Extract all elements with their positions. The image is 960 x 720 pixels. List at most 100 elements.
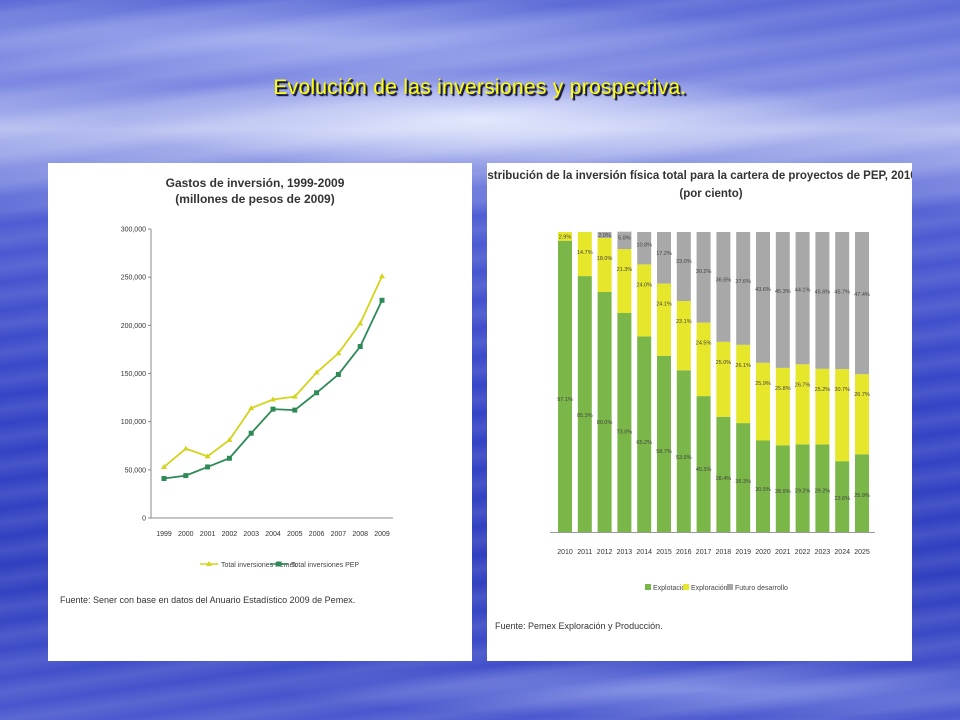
bar-data-label: 25.9% [755, 381, 771, 387]
bar-data-label: 5.8% [618, 236, 631, 242]
legend-pemex-label: Total inversiones Pemex [221, 562, 297, 569]
bar-segment-exploration [795, 364, 810, 445]
bar-segment-exploration [676, 301, 691, 371]
bar-x-tick-label: 2025 [854, 549, 870, 556]
bar-segment-exploitation [775, 445, 790, 532]
bar-segment-exploitation [558, 240, 572, 532]
bar-data-label: 25.9% [854, 493, 870, 499]
bar-data-label: 30.7% [834, 387, 850, 393]
pemex-point [313, 369, 320, 375]
bar-data-label: 30.5% [755, 487, 771, 493]
bar-x-tick-label: 2024 [834, 549, 850, 556]
pemex-point [161, 463, 167, 469]
y-tick-label: 300,000 [121, 227, 146, 234]
bar-data-label: 14.7% [577, 250, 593, 256]
bar-data-label: 47.4% [854, 292, 870, 298]
x-tick-label: 2004 [265, 531, 281, 538]
bar-data-label: 85.3% [577, 413, 593, 419]
bar-segment-future [657, 232, 671, 284]
pemex-point [248, 405, 255, 411]
bar-data-label: 26.1% [735, 363, 751, 369]
bar-segment-exploitation [736, 423, 751, 532]
bar-segment-future [855, 232, 869, 375]
bar-data-label: 97.1% [557, 397, 573, 403]
bar-data-label: 65.2% [636, 440, 652, 446]
bar-segment-exploration [637, 264, 652, 337]
bar-segment-future [597, 232, 612, 238]
bar-segment-exploitation [696, 396, 711, 532]
pep-point [248, 430, 254, 436]
bar-segment-future [736, 232, 751, 345]
y-tick-label: 200,000 [121, 323, 146, 330]
bar-chart-subtitle: (por ciento) [679, 188, 742, 200]
bar-segment-future [617, 231, 632, 250]
x-tick-label: 2005 [287, 531, 303, 538]
pep-point [292, 407, 298, 413]
bar-segment-exploration [597, 238, 612, 292]
bar-data-label: 36.3% [735, 479, 751, 485]
bar-data-label: 73.0% [617, 429, 633, 435]
legend-exploitation-swatch [645, 584, 651, 590]
bar-x-tick-label: 2019 [735, 549, 751, 556]
bar-segment-exploitation [617, 313, 632, 532]
bar-x-tick-label: 2015 [656, 549, 672, 556]
bar-data-label: 80.0% [597, 420, 613, 426]
bar-segment-exploitation [716, 416, 731, 532]
bar-data-label: 10.8% [636, 243, 652, 249]
bar-segment-exploration [617, 249, 632, 313]
bar-segment-exploration [657, 283, 671, 356]
bar-segment-future [815, 232, 830, 369]
bar-x-tick-label: 2012 [597, 549, 613, 556]
bar-data-label: 53.9% [676, 455, 692, 461]
pemex-point [291, 393, 298, 399]
bar-x-tick-label: 2020 [755, 549, 771, 556]
bar-data-label: 24.1% [656, 302, 672, 308]
bar-segment-exploration [558, 232, 572, 241]
legend-exploration-swatch [683, 584, 689, 590]
pep-point [183, 473, 189, 479]
pep-point [357, 344, 363, 350]
y-tick-label: 150,000 [121, 371, 146, 378]
pep-point [379, 297, 385, 303]
x-tick-label: 2006 [309, 531, 325, 538]
bar-data-label: 43.6% [755, 287, 771, 293]
bar-data-label: 45.7% [834, 290, 850, 296]
legend-exploration-label: Exploración [691, 585, 728, 592]
bar-data-label: 18.0% [597, 256, 613, 262]
bar-segment-exploitation [597, 292, 612, 532]
bar-segment-future [775, 232, 790, 368]
y-tick-label: 0 [142, 516, 146, 523]
bar-segment-future [795, 232, 810, 365]
x-tick-label: 2001 [200, 531, 216, 538]
bar-data-label: 2.0% [598, 233, 611, 239]
bar-data-label: 17.2% [656, 251, 672, 257]
x-tick-label: 2007 [331, 531, 347, 538]
pemex-point [204, 453, 211, 459]
bar-segment-future [637, 232, 652, 265]
bar-data-label: 26.7% [854, 392, 870, 398]
bar-segment-exploration [756, 362, 770, 441]
bar-data-label: 29.2% [815, 489, 831, 495]
bar-segment-future [756, 232, 770, 363]
pep-point [226, 455, 232, 461]
bar-segment-exploitation [795, 444, 810, 532]
bar-data-label: 2.9% [559, 234, 572, 240]
bar-segment-exploration [855, 374, 869, 455]
bar-segment-exploration [835, 369, 850, 462]
bar-x-tick-label: 2022 [795, 549, 811, 556]
bar-segment-exploitation [657, 355, 671, 532]
bar-data-label: 25.0% [716, 360, 732, 366]
legend-pep-marker [276, 561, 282, 567]
bar-data-label: 44.1% [795, 288, 811, 294]
bar-data-label: 30.2% [696, 269, 712, 275]
bar-segment-exploitation [756, 440, 770, 532]
bar-x-tick-label: 2011 [577, 549, 592, 556]
bar-data-label: 21.3% [617, 267, 633, 273]
pemex-point [379, 273, 385, 279]
line-chart-source: Fuente: Sener con base en datos del Anua… [60, 595, 355, 605]
investment-distribution-chart-panel: Distribución de la inversión física tota… [487, 163, 912, 661]
bar-data-label: 23.6% [834, 496, 850, 502]
bar-data-label: 24.0% [636, 282, 652, 288]
pemex-point [182, 445, 189, 451]
line-chart-subtitle: (millones de pesos de 2009) [175, 192, 334, 206]
